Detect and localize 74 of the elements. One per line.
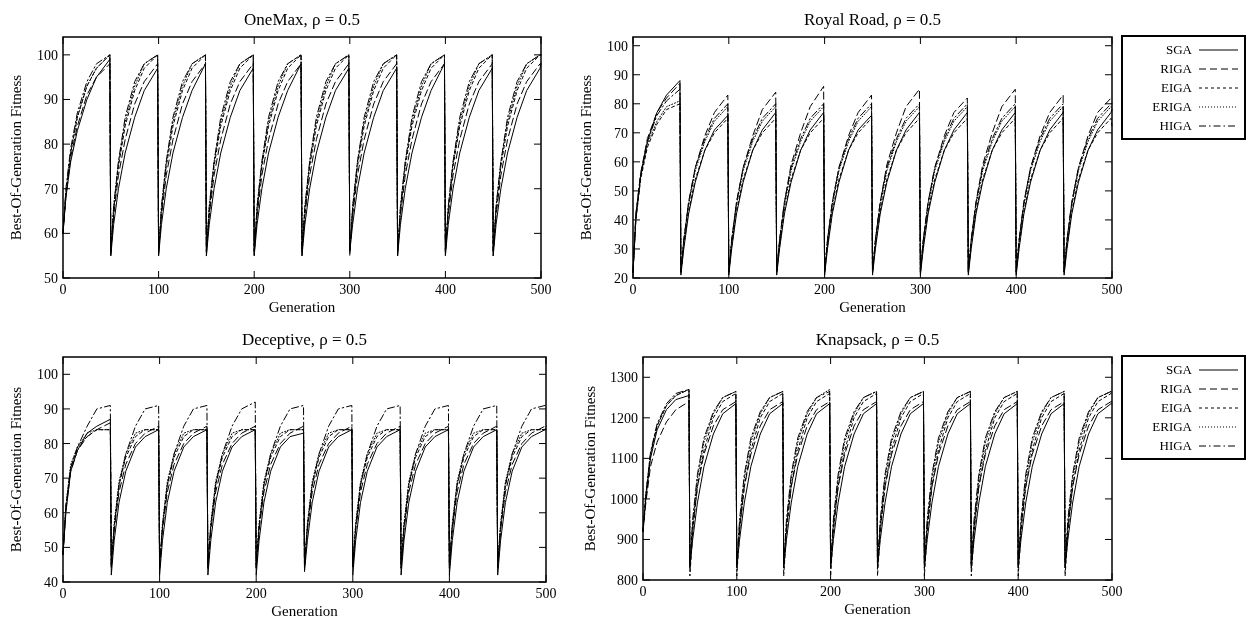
y-tick-label: 80 (44, 137, 58, 153)
y-tick-label: 60 (44, 505, 58, 521)
x-axis-title: Generation (839, 299, 907, 315)
legend-label: HIGA (1159, 118, 1193, 133)
y-tick-label: 80 (614, 96, 628, 112)
x-tick-label: 200 (243, 282, 265, 297)
x-tick-label: 200 (814, 282, 836, 297)
x-tick-label: 500 (530, 282, 552, 297)
x-tick-label: 0 (59, 282, 67, 297)
x-tick-label: 400 (438, 586, 460, 601)
y-tick-label: 900 (617, 532, 638, 548)
y-tick-label: 40 (614, 212, 628, 228)
x-tick-label: 0 (59, 586, 67, 601)
y-tick-label: 80 (44, 436, 58, 452)
x-tick-label: 200 (245, 586, 267, 601)
legend-label: HIGA (1159, 438, 1193, 453)
y-tick-label: 70 (614, 125, 628, 141)
legend-label: RIGA (1160, 381, 1193, 396)
x-tick-label: 500 (535, 586, 557, 601)
y-tick-label: 1300 (610, 370, 638, 386)
y-tick-label: 1000 (610, 491, 638, 507)
y-tick-label: 100 (37, 367, 58, 383)
x-tick-label: 400 (1007, 584, 1029, 599)
legend-label: RIGA (1160, 61, 1193, 76)
y-tick-label: 40 (44, 575, 58, 590)
x-tick-label: 400 (1005, 282, 1027, 297)
y-axis-title: Best-Of-Generation Fitness (8, 386, 24, 553)
x-axis-title: Generation (844, 601, 912, 617)
x-tick-label: 100 (149, 586, 171, 601)
y-tick-label: 50 (614, 183, 628, 199)
y-tick-label: 30 (614, 241, 628, 257)
x-tick-label: 0 (629, 282, 637, 297)
x-tick-label: 300 (909, 282, 931, 297)
y-tick-label: 90 (44, 92, 58, 108)
chart-title: Knapsack, ρ = 0.5 (815, 330, 940, 349)
x-tick-label: 400 (434, 282, 456, 297)
chart-title: Royal Road, ρ = 0.5 (803, 10, 942, 29)
y-axis-title: Best-Of-Generation Fitness (8, 74, 24, 241)
legend-label: SGA (1165, 42, 1193, 57)
x-tick-label: 500 (1101, 282, 1123, 297)
x-tick-label: 100 (718, 282, 740, 297)
legend-label: EIGA (1160, 80, 1193, 95)
legend-label: EIGA (1160, 400, 1193, 415)
y-tick-label: 800 (617, 573, 638, 588)
y-tick-label: 100 (607, 38, 628, 54)
x-tick-label: 100 (148, 282, 170, 297)
y-tick-label: 90 (44, 401, 58, 417)
chart-title: Deceptive, ρ = 0.5 (241, 330, 368, 349)
y-axis-title: Best-Of-Generation Fitness (582, 385, 598, 552)
y-tick-label: 70 (44, 471, 58, 487)
x-tick-label: 300 (339, 282, 361, 297)
y-tick-label: 50 (44, 540, 58, 556)
x-tick-label: 300 (913, 584, 935, 599)
y-tick-label: 1200 (610, 410, 638, 426)
y-tick-label: 90 (614, 67, 628, 83)
legend-label: ERIGA (1152, 419, 1193, 434)
y-tick-label: 60 (614, 154, 628, 170)
x-tick-label: 0 (639, 584, 647, 599)
y-tick-label: 100 (37, 47, 58, 63)
y-tick-label: 70 (44, 181, 58, 197)
x-tick-label: 300 (342, 586, 364, 601)
y-tick-label: 50 (44, 271, 58, 286)
legend-label: SGA (1165, 362, 1193, 377)
y-axis-title: Best-Of-Generation Fitness (578, 74, 594, 241)
y-tick-label: 1100 (610, 451, 638, 467)
x-tick-label: 500 (1101, 584, 1123, 599)
y-tick-label: 60 (44, 226, 58, 242)
chart-title: OneMax, ρ = 0.5 (244, 10, 360, 29)
legend-label: ERIGA (1152, 99, 1193, 114)
x-axis-title: Generation (268, 299, 336, 315)
x-tick-label: 200 (820, 584, 842, 599)
x-axis-title: Generation (271, 603, 339, 619)
y-tick-label: 20 (614, 271, 628, 286)
x-tick-label: 100 (726, 584, 748, 599)
